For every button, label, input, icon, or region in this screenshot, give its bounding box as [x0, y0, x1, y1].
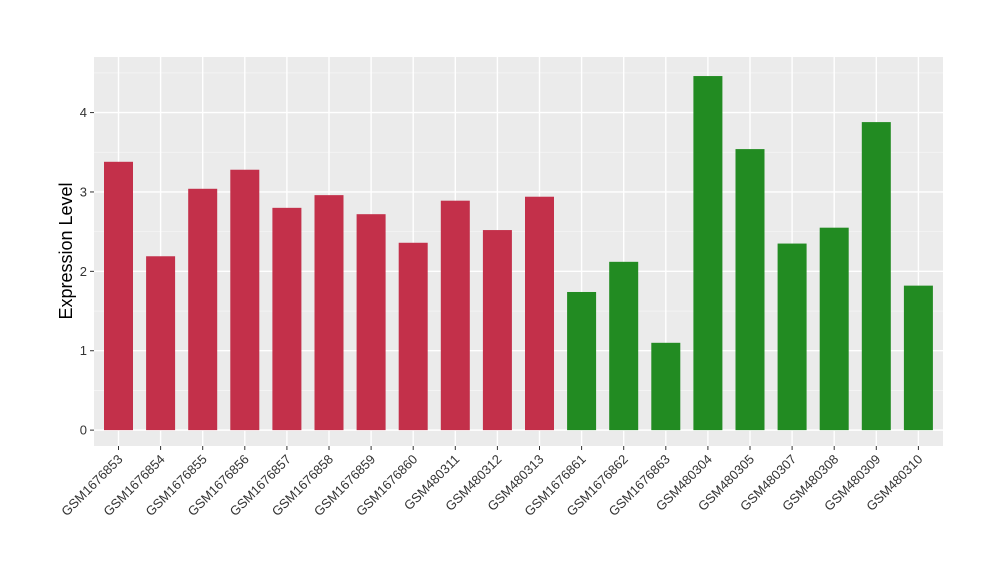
bar-GSM1676853 [104, 161, 133, 431]
bar-GSM1676862 [609, 261, 639, 431]
bar-GSM480304 [693, 76, 723, 431]
bar-GSM1676860 [398, 242, 428, 431]
y-tick-label: 1 [80, 343, 87, 358]
bar-GSM1676863 [651, 342, 681, 431]
bar-GSM480311 [440, 200, 470, 431]
bar-GSM1676854 [146, 256, 176, 431]
y-axis: 0 1 2 3 4 [80, 105, 94, 438]
bar-GSM480309 [861, 122, 891, 431]
y-tick-label: 0 [80, 423, 87, 438]
y-tick-label: 2 [80, 264, 87, 279]
bar-GSM1676859 [356, 214, 386, 431]
bar-GSM480305 [735, 149, 765, 431]
bar-GSM1676858 [314, 195, 344, 431]
bar-GSM480308 [819, 227, 849, 431]
bar-GSM480310 [903, 285, 933, 431]
y-tick-label: 3 [80, 184, 87, 199]
bar-GSM1676856 [230, 169, 260, 431]
bars [104, 76, 933, 431]
bar-GSM1676855 [188, 188, 218, 431]
bar-GSM1676857 [272, 207, 302, 431]
bar-GSM480312 [482, 230, 512, 431]
x-axis: GSM1676853GSM1676854GSM1676855GSM1676856… [58, 446, 926, 519]
y-axis-title: Expression Level [56, 182, 76, 319]
bar-GSM480313 [525, 196, 554, 431]
bar-GSM480307 [777, 243, 807, 431]
y-tick-label: 4 [80, 105, 87, 120]
bar-GSM1676861 [567, 291, 597, 431]
plot-panel [94, 57, 943, 446]
